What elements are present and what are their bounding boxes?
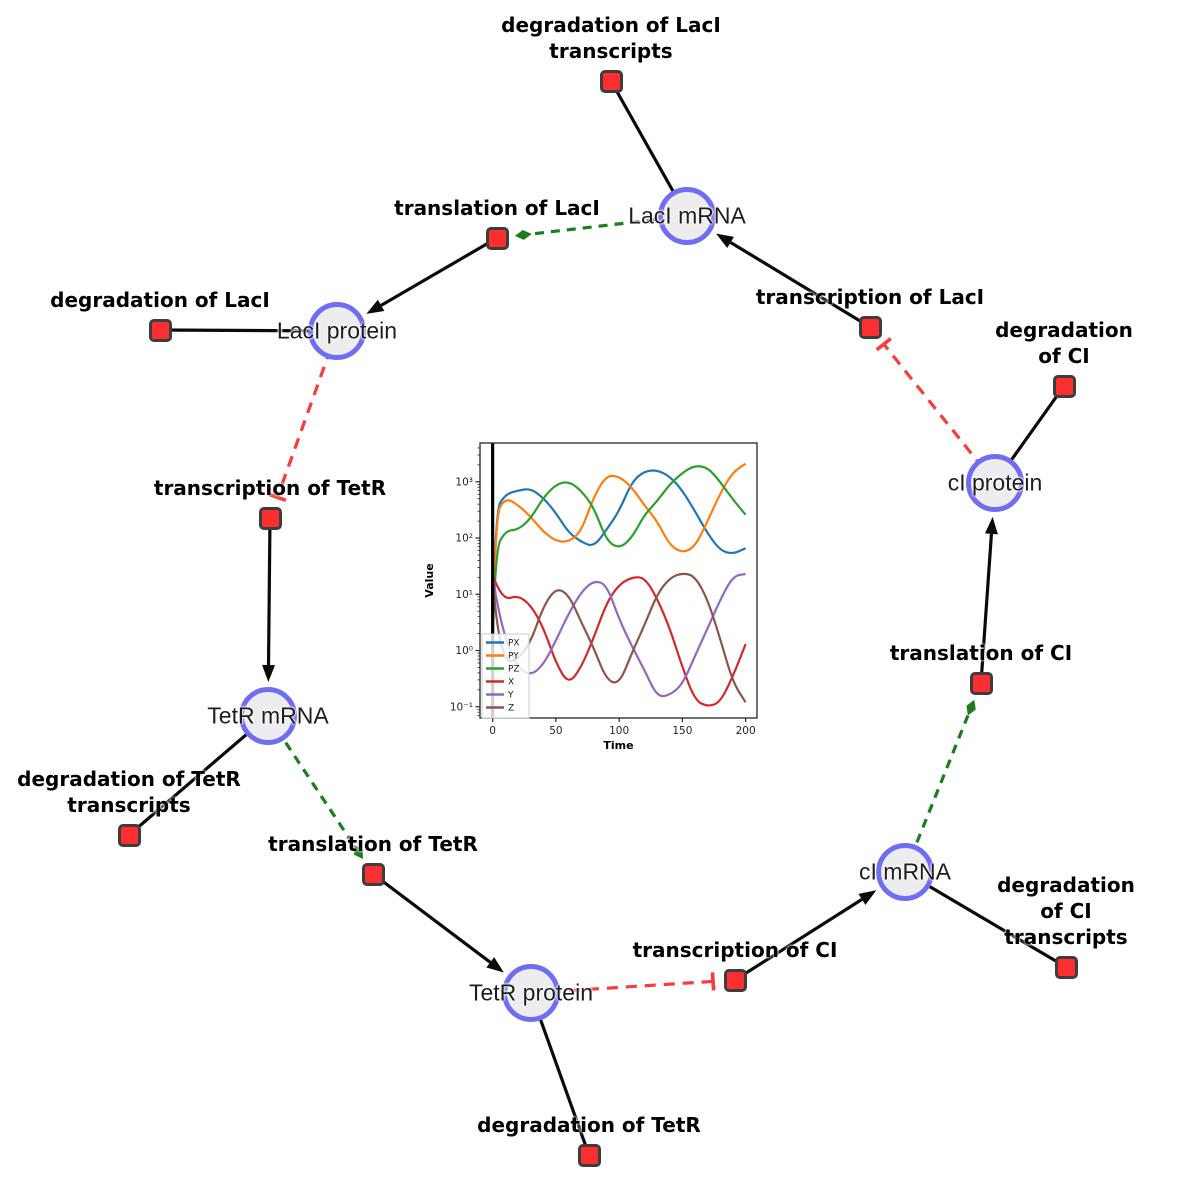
species-label-laci-protein: LacI protein [276, 317, 398, 344]
reaction-node-transl-laci[interactable] [485, 226, 509, 250]
series-PY [491, 462, 747, 641]
reaction-node-transl-ci[interactable] [969, 671, 993, 695]
svg-text:150: 150 [672, 725, 692, 737]
species-label-ci-mrna: cI mRNA [859, 858, 951, 885]
reaction-label-deg-tetr: degradation of TetR [477, 1112, 701, 1137]
diamond-arrowhead-icon [514, 229, 532, 240]
reaction-node-deg-ci[interactable] [1052, 374, 1076, 398]
svg-text:10²: 10² [455, 533, 473, 545]
x-axis-label: Time [603, 739, 633, 752]
edge-reactant-laci-protein-deg-laci [159, 328, 338, 333]
legend-entry-Z: Z [508, 704, 514, 714]
arrowhead-icon [486, 957, 504, 973]
svg-text:10³: 10³ [455, 476, 473, 488]
svg-text:10⁻¹: 10⁻¹ [450, 701, 473, 713]
series-PX [491, 469, 747, 634]
species-node-tetr-protein[interactable] [502, 964, 560, 1022]
edge-modifier-ci-mrna-transl-ci [903, 699, 976, 873]
reaction-node-deg-ci-tx[interactable] [1054, 955, 1078, 979]
legend-entry-PY: PY [508, 652, 519, 662]
edge-inhibitor-laci-protein-txn-tetr [268, 330, 339, 503]
species-node-laci-protein[interactable] [308, 302, 366, 360]
y-axis-label: Value [423, 563, 436, 597]
svg-text:50: 50 [549, 725, 562, 737]
species-label-tetr-protein: TetR protein [468, 979, 594, 1006]
species-label-tetr-mrna: TetR mRNA [207, 702, 329, 729]
edge-product-txn-ci-ci-mrna [734, 890, 877, 982]
legend-entry-PZ: PZ [508, 665, 520, 675]
reaction-label-transl-laci: translation of LacI [394, 195, 600, 220]
reaction-node-txn-laci[interactable] [858, 315, 882, 339]
reaction-node-deg-laci[interactable] [148, 318, 172, 342]
edge-product-transl-laci-laci-protein [366, 236, 498, 314]
svg-text:200: 200 [736, 725, 756, 737]
reaction-node-txn-ci[interactable] [723, 968, 747, 992]
reaction-node-transl-tetr[interactable] [361, 862, 385, 886]
series-X [491, 574, 747, 707]
species-node-tetr-mrna[interactable] [239, 687, 297, 745]
reaction-label-deg-ci-tx: degradation of CI transcripts [997, 872, 1135, 949]
species-node-ci-protein[interactable] [966, 454, 1024, 512]
edge-product-transl-tetr-tetr-protein [372, 872, 504, 973]
reaction-node-deg-tetr-tx[interactable] [117, 823, 141, 847]
species-node-laci-mrna[interactable] [658, 187, 716, 245]
reaction-label-deg-tetr-tx: degradation of TetR transcripts [17, 766, 241, 817]
y-axis: 10⁻¹ 10⁰ 10¹ 10² 10³ Value [423, 447, 480, 716]
reaction-label-deg-laci: degradation of LacI [50, 287, 270, 312]
legend-entry-Y: Y [507, 691, 514, 701]
reaction-label-deg-laci-tx: degradation of LacI transcripts [501, 12, 721, 63]
edge-product-txn-laci-laci-mrna [716, 233, 871, 329]
arrowhead-icon [366, 299, 385, 314]
edge-reactant-ci-mrna-deg-ci-tx [904, 870, 1067, 969]
reaction-label-txn-laci: transcription of LacI [755, 284, 985, 309]
inhibition-tbar-icon [875, 337, 892, 352]
arrowhead-icon [262, 664, 276, 683]
reaction-label-txn-ci: transcription of CI [632, 937, 838, 962]
svg-text:0: 0 [489, 725, 496, 737]
species-node-ci-mrna[interactable] [876, 843, 934, 901]
reaction-label-txn-tetr: transcription of TetR [153, 475, 387, 500]
timecourse-inset[interactable]: 0 50 100 150 200 Time 10⁻¹ 10⁰ 10¹ 10² 10³ Value PX P… [420, 437, 772, 767]
chart-curves [491, 462, 747, 707]
edge-modifier-tetr-mrna-transl-tetr [266, 715, 364, 860]
legend-entry-X: X [508, 678, 514, 688]
edge-reactant-tetr-mrna-deg-tetr-tx [127, 714, 270, 837]
arrowhead-icon [984, 516, 998, 535]
arrowhead-icon [716, 233, 734, 249]
reaction-label-transl-tetr: translation of TetR [268, 831, 478, 856]
inhibition-tbar-icon [710, 972, 716, 991]
species-label-ci-protein: cI protein [947, 469, 1043, 496]
reaction-node-deg-tetr[interactable] [577, 1143, 601, 1167]
reaction-node-txn-tetr[interactable] [258, 506, 282, 530]
svg-text:100: 100 [609, 725, 629, 737]
svg-text:10⁰: 10⁰ [455, 645, 473, 657]
diamond-arrowhead-icon [966, 699, 976, 716]
reaction-label-deg-ci: degradation of CI [995, 317, 1133, 368]
reaction-node-deg-laci-tx[interactable] [599, 69, 623, 93]
edge-modifier-laci-mrna-transl-laci [514, 214, 688, 240]
arrowhead-icon [858, 890, 877, 905]
edge-product-transl-ci-ci-protein [979, 516, 998, 684]
inhibition-tbar-icon [268, 492, 287, 503]
chart-legend: PX PY PZ XYZ [481, 633, 530, 719]
timecourse-chart: 0 50 100 150 200Time10⁻¹10⁰10¹10²10³ValuePXP… [423, 442, 758, 752]
reaction-label-transl-ci: translation of CI [889, 640, 1073, 665]
edge-product-txn-tetr-tetr-mrna [262, 517, 276, 683]
legend-entry-PX: PX [508, 639, 520, 649]
edge-inhibitor-tetr-protein-txn-ci [530, 972, 716, 995]
x-axis: 0 50 100 150 200 Time [489, 718, 756, 752]
svg-text:10¹: 10¹ [455, 589, 473, 601]
species-label-laci-mrna: LacI mRNA [628, 202, 746, 229]
diamond-arrowhead-icon [353, 844, 364, 860]
series-PZ [491, 465, 747, 641]
